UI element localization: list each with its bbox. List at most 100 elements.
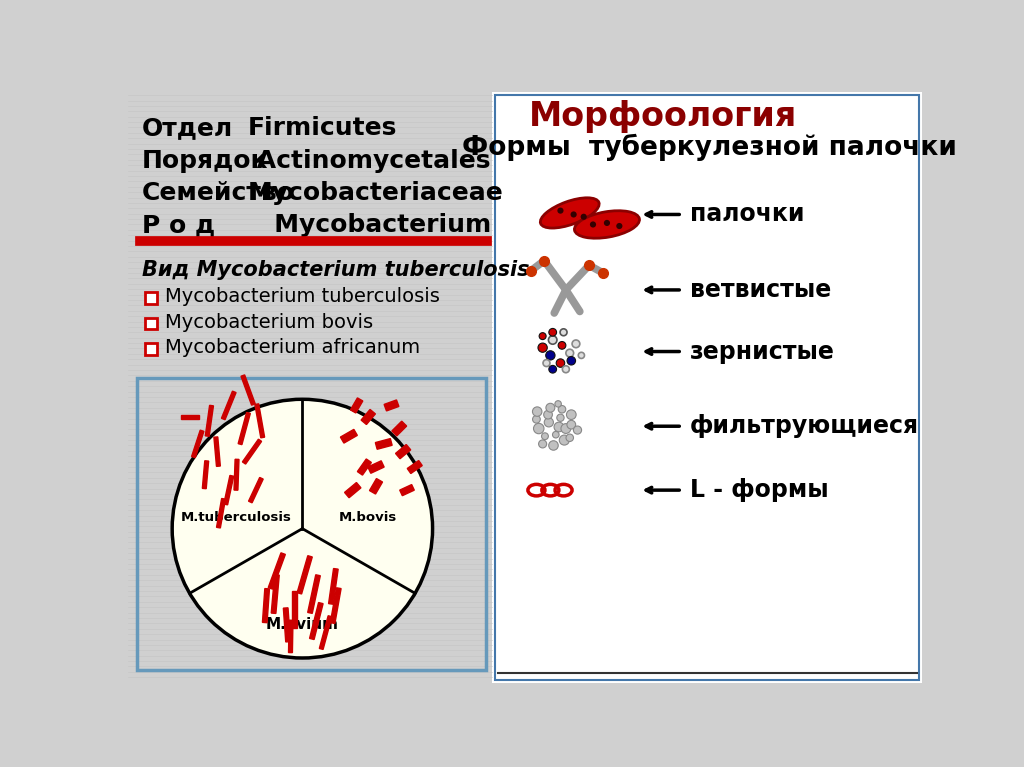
Circle shape xyxy=(581,214,587,220)
Text: M.tuberculosis: M.tuberculosis xyxy=(181,511,292,524)
FancyArrow shape xyxy=(361,410,376,424)
FancyArrow shape xyxy=(243,439,261,464)
Circle shape xyxy=(534,423,544,433)
Circle shape xyxy=(562,366,569,373)
Circle shape xyxy=(555,400,561,407)
FancyArrow shape xyxy=(271,574,280,614)
Circle shape xyxy=(559,435,569,445)
FancyArrow shape xyxy=(350,398,362,413)
Bar xyxy=(495,95,920,680)
Circle shape xyxy=(542,433,549,439)
FancyArrow shape xyxy=(292,591,297,628)
FancyArrow shape xyxy=(241,375,255,405)
Bar xyxy=(493,92,922,683)
FancyArrow shape xyxy=(307,574,321,614)
Circle shape xyxy=(566,349,573,357)
FancyArrow shape xyxy=(368,461,384,473)
Circle shape xyxy=(558,341,566,349)
Bar xyxy=(145,292,157,304)
Circle shape xyxy=(556,359,564,367)
Text: Отдел: Отдел xyxy=(142,117,233,140)
FancyArrow shape xyxy=(329,568,338,604)
Ellipse shape xyxy=(541,198,599,228)
FancyArrow shape xyxy=(214,437,220,466)
Text: зернистые: зернистые xyxy=(690,340,835,364)
Text: Вид Mycobacterium tuberculosis: Вид Mycobacterium tuberculosis xyxy=(142,260,529,280)
FancyArrow shape xyxy=(239,413,250,445)
FancyArrow shape xyxy=(262,588,269,623)
Text: Семейство: Семейство xyxy=(142,181,295,205)
Circle shape xyxy=(540,333,546,340)
FancyArrow shape xyxy=(357,459,372,475)
FancyArrow shape xyxy=(234,459,239,490)
Circle shape xyxy=(566,434,573,442)
FancyArrow shape xyxy=(399,485,415,495)
Circle shape xyxy=(539,440,547,448)
Circle shape xyxy=(579,352,585,358)
Circle shape xyxy=(567,420,575,429)
Text: L - формы: L - формы xyxy=(690,478,828,502)
FancyArrow shape xyxy=(319,616,332,650)
FancyArrow shape xyxy=(205,405,213,436)
Circle shape xyxy=(546,403,555,412)
FancyArrow shape xyxy=(395,445,411,459)
Circle shape xyxy=(554,422,564,432)
FancyArrow shape xyxy=(309,603,324,640)
FancyArrow shape xyxy=(370,479,383,494)
Circle shape xyxy=(538,343,547,352)
Circle shape xyxy=(549,328,557,336)
Bar xyxy=(145,318,157,329)
FancyArrow shape xyxy=(191,430,204,458)
Text: Mycobacteriaceae: Mycobacteriaceae xyxy=(248,181,504,205)
Text: Порядок: Порядок xyxy=(142,149,268,173)
FancyArrow shape xyxy=(297,555,312,594)
Text: Морфоология: Морфоология xyxy=(528,100,797,133)
FancyArrow shape xyxy=(221,391,237,420)
Circle shape xyxy=(532,416,541,423)
Text: Mycobacterium africanum: Mycobacterium africanum xyxy=(165,338,420,357)
Circle shape xyxy=(567,357,575,365)
FancyArrow shape xyxy=(203,461,209,489)
Text: Mycobacterium bovis: Mycobacterium bovis xyxy=(165,313,374,332)
FancyArrow shape xyxy=(216,499,225,528)
Bar xyxy=(145,343,157,354)
FancyArrow shape xyxy=(255,403,264,438)
FancyArrow shape xyxy=(344,482,360,498)
Circle shape xyxy=(549,365,557,373)
Circle shape xyxy=(572,340,580,347)
Circle shape xyxy=(544,418,553,427)
Text: Р о д: Р о д xyxy=(142,213,215,237)
Text: Mycobacterium tuberculosis: Mycobacterium tuberculosis xyxy=(165,288,440,306)
FancyArrow shape xyxy=(181,416,199,419)
Circle shape xyxy=(557,208,563,214)
FancyArrow shape xyxy=(249,477,263,503)
Text: Mycobacterium: Mycobacterium xyxy=(248,213,492,237)
Circle shape xyxy=(566,410,577,420)
Ellipse shape xyxy=(574,211,639,239)
Text: Формы  туберкулезной палочки: Формы туберкулезной палочки xyxy=(462,134,956,161)
Circle shape xyxy=(172,400,432,658)
Circle shape xyxy=(544,410,552,419)
FancyArrow shape xyxy=(340,430,357,443)
Circle shape xyxy=(560,329,567,336)
Circle shape xyxy=(549,441,558,450)
Text: фильтрующиеся: фильтрующиеся xyxy=(690,414,919,438)
Circle shape xyxy=(570,212,577,218)
Circle shape xyxy=(553,431,559,438)
FancyArrow shape xyxy=(384,400,399,411)
FancyArrow shape xyxy=(268,553,286,589)
Text: палочки: палочки xyxy=(690,202,805,226)
FancyArrow shape xyxy=(284,607,291,642)
Circle shape xyxy=(549,336,557,344)
Circle shape xyxy=(616,223,623,229)
Text: M.bovis: M.bovis xyxy=(339,511,397,524)
Circle shape xyxy=(590,222,596,228)
Text: M.avium: M.avium xyxy=(266,617,339,632)
FancyArrow shape xyxy=(392,421,407,436)
FancyArrow shape xyxy=(408,460,422,473)
Circle shape xyxy=(546,351,555,360)
FancyArrow shape xyxy=(376,439,392,449)
FancyArrow shape xyxy=(224,476,233,505)
Bar xyxy=(128,92,493,683)
Text: Actinomycetales: Actinomycetales xyxy=(248,149,490,173)
